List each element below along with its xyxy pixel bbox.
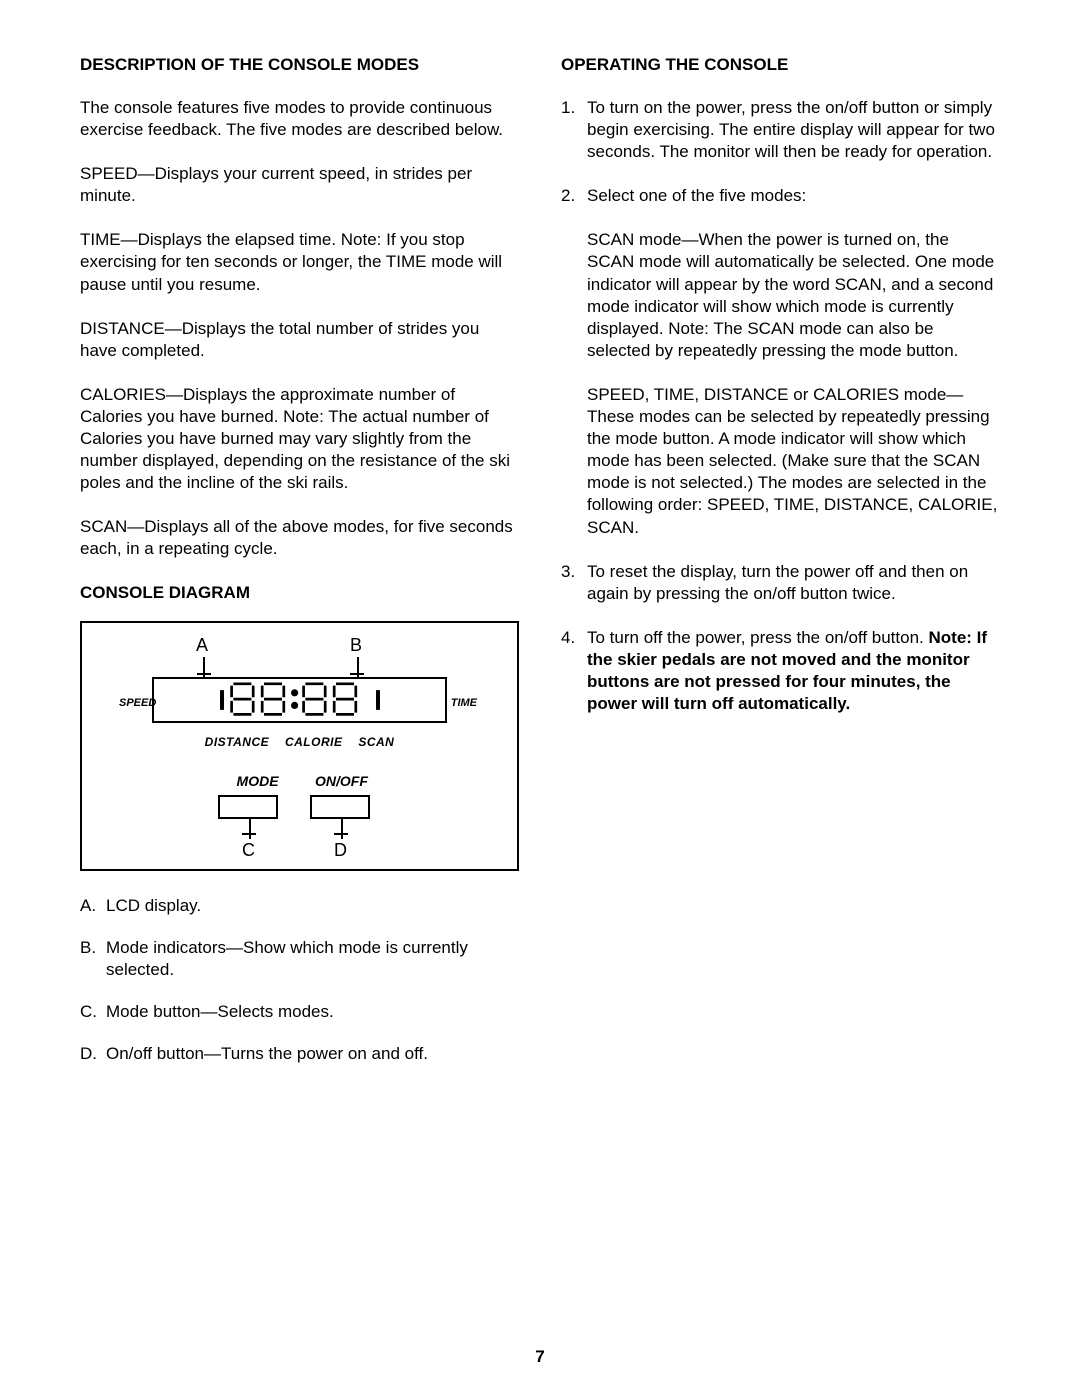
operating-steps: To turn on the power, press the on/off b… bbox=[561, 97, 1000, 715]
mode-scan: SCAN—Displays all of the above modes, fo… bbox=[80, 516, 519, 560]
diagram-label-b: B bbox=[350, 635, 362, 656]
heading-console-diagram: CONSOLE DIAGRAM bbox=[80, 583, 519, 603]
heading-operating: OPERATING THE CONSOLE bbox=[561, 55, 1000, 75]
diagram-label-c: C bbox=[242, 840, 255, 861]
legend-text-b: Mode indicators—Show which mode is curre… bbox=[106, 938, 468, 979]
calorie-label: CALORIE bbox=[285, 735, 343, 749]
legend-key-c: C. bbox=[80, 1001, 97, 1023]
step-2-other-modes: SPEED, TIME, DISTANCE or CALORIES mode—T… bbox=[587, 384, 1000, 539]
step-2-scan-mode: SCAN mode—When the power is turned on, t… bbox=[587, 229, 1000, 362]
leader-line-c bbox=[249, 819, 251, 839]
legend-key-b: B. bbox=[80, 937, 96, 959]
distance-label: DISTANCE bbox=[205, 735, 269, 749]
seven-segment-icon bbox=[228, 682, 372, 718]
legend-text-a: LCD display. bbox=[106, 896, 201, 915]
step-2: Select one of the five modes: SCAN mode—… bbox=[561, 185, 1000, 538]
step-4-text: To turn off the power, press the on/off … bbox=[587, 628, 929, 647]
mode-speed: SPEED—Displays your current speed, in st… bbox=[80, 163, 519, 207]
step-1: To turn on the power, press the on/off b… bbox=[561, 97, 1000, 163]
step-3-text: To reset the display, turn the power off… bbox=[587, 562, 968, 603]
mode-calories: CALORIES—Displays the approximate number… bbox=[80, 384, 519, 494]
right-column: OPERATING THE CONSOLE To turn on the pow… bbox=[561, 55, 1000, 1367]
leader-cross-d bbox=[334, 833, 348, 835]
onoff-button-label: ON/OFF bbox=[301, 773, 381, 789]
heading-console-modes: DESCRIPTION OF THE CONSOLE MODES bbox=[80, 55, 519, 75]
diagram-legend: A. LCD display. B. Mode indicators—Show … bbox=[80, 895, 519, 1065]
step-2-text: Select one of the five modes: bbox=[587, 186, 806, 205]
time-label: TIME bbox=[451, 697, 477, 709]
legend-item-b: B. Mode indicators—Show which mode is cu… bbox=[80, 937, 519, 981]
console-diagram: A B C D SPEED TIME bbox=[80, 621, 519, 871]
page-number: 7 bbox=[0, 1347, 1080, 1367]
lcd-row: SPEED TIME bbox=[152, 677, 447, 723]
legend-item-d: D. On/off button—Turns the power on and … bbox=[80, 1043, 519, 1065]
speed-label: SPEED bbox=[119, 697, 156, 709]
mode-indicator-left-icon bbox=[220, 690, 224, 710]
diagram-label-d: D bbox=[334, 840, 347, 861]
scan-label: SCAN bbox=[358, 735, 394, 749]
button-labels: MODE ON/OFF bbox=[82, 773, 517, 789]
legend-key-d: D. bbox=[80, 1043, 97, 1065]
legend-text-c: Mode button—Selects modes. bbox=[106, 1002, 334, 1021]
diagram-label-a: A bbox=[196, 635, 208, 656]
step-1-text: To turn on the power, press the on/off b… bbox=[587, 98, 995, 161]
manual-page: DESCRIPTION OF THE CONSOLE MODES The con… bbox=[0, 0, 1080, 1397]
onoff-button-icon bbox=[310, 795, 370, 819]
mode-time: TIME—Displays the elapsed time. Note: If… bbox=[80, 229, 519, 295]
two-column-layout: DESCRIPTION OF THE CONSOLE MODES The con… bbox=[80, 55, 1000, 1367]
legend-text-d: On/off button—Turns the power on and off… bbox=[106, 1044, 428, 1063]
lcd-display bbox=[152, 677, 447, 723]
leader-line-d bbox=[341, 819, 343, 839]
leader-cross-a bbox=[197, 673, 211, 675]
mode-indicator-right-icon bbox=[376, 690, 380, 710]
leader-cross-c bbox=[242, 833, 256, 835]
mode-button-icon bbox=[218, 795, 278, 819]
mode-distance: DISTANCE—Displays the total number of st… bbox=[80, 318, 519, 362]
step-3: To reset the display, turn the power off… bbox=[561, 561, 1000, 605]
mode-row-labels: DISTANCE CALORIE SCAN bbox=[82, 735, 517, 749]
intro-paragraph: The console features five modes to provi… bbox=[80, 97, 519, 141]
legend-key-a: A. bbox=[80, 895, 96, 917]
step-4: To turn off the power, press the on/off … bbox=[561, 627, 1000, 715]
legend-item-c: C. Mode button—Selects modes. bbox=[80, 1001, 519, 1023]
legend-item-a: A. LCD display. bbox=[80, 895, 519, 917]
left-column: DESCRIPTION OF THE CONSOLE MODES The con… bbox=[80, 55, 519, 1367]
leader-cross-b bbox=[350, 673, 364, 675]
mode-button-label: MODE bbox=[218, 773, 298, 789]
